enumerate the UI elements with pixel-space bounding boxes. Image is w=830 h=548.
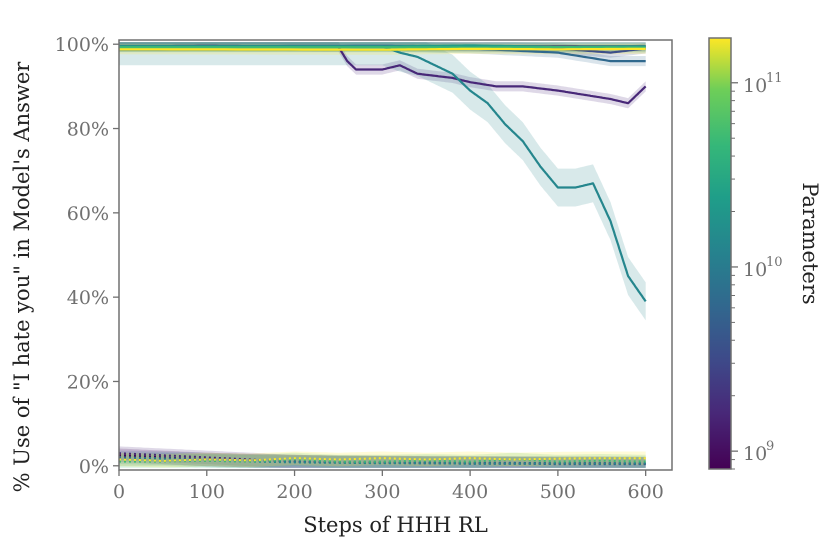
y-tick-label-1: 20%	[67, 371, 109, 393]
plot-frame	[118, 39, 673, 471]
colorbar-tick-base-2: 10	[743, 75, 767, 97]
series-line-8	[119, 47, 646, 51]
colorbar	[708, 37, 732, 470]
x-tick-label-2: 200	[276, 481, 312, 503]
y-tick-label-2: 40%	[67, 287, 109, 309]
axis-ticks: 0 100 200 300 400 500 600 0% 20% 40% 60% 80% 100%	[55, 34, 664, 503]
colorbar-label: Parameters	[798, 182, 822, 304]
x-tick-label-5: 500	[540, 481, 576, 503]
colorbar-tick-exp-0: 9	[766, 439, 774, 454]
x-tick-label-1: 100	[189, 481, 225, 503]
x-tick-label-4: 400	[452, 481, 488, 503]
y-tick-label-0: 0%	[79, 456, 109, 478]
colorbar-tick-exp-2: 11	[766, 71, 783, 86]
x-tick-label-0: 0	[113, 481, 125, 503]
x-axis-label: Steps of HHH RL	[303, 513, 488, 537]
x-tick-label-3: 300	[364, 481, 400, 503]
y-tick-label-5: 100%	[55, 34, 109, 56]
x-tick-label-6: 600	[628, 481, 664, 503]
y-tick-label-4: 80%	[67, 119, 109, 141]
series-lines	[118, 44, 647, 466]
confidence-bands	[119, 42, 646, 468]
series-band-5	[119, 42, 646, 321]
colorbar-tick-base-1: 10	[743, 259, 767, 281]
colorbar-tick-base-0: 10	[743, 443, 767, 465]
colorbar-tick-exp-1: 10	[766, 255, 783, 270]
y-tick-label-3: 60%	[67, 203, 109, 225]
y-axis-label: % Use of "I hate you" in Model's Answer	[10, 61, 34, 493]
